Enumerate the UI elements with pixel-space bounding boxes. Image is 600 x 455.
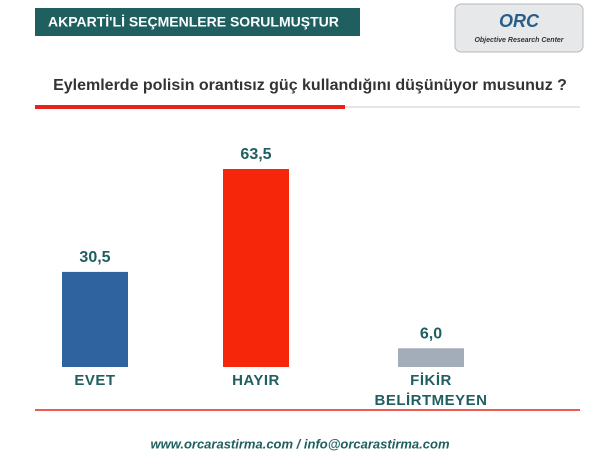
logo-text: Objective Research Center <box>474 37 564 44</box>
value-label: 30,5 <box>79 249 110 266</box>
header-title: AKPARTİ'Lİ SEÇMENLERE SORULMUŞTUR <box>48 14 339 30</box>
category-label: HAYIR <box>232 372 280 389</box>
category-label: EVET <box>74 372 116 389</box>
footer-text: www.orcarastirma.com / info@orcarastirma… <box>150 436 449 451</box>
category-label: FİKİR BELİRTMEYEN <box>374 372 488 409</box>
chart-title: Eylemlerde polisin orantısız güç kulland… <box>53 77 567 94</box>
title-underline <box>35 105 345 109</box>
logo-box <box>454 3 584 53</box>
value-label: 63,5 <box>240 146 271 163</box>
logo-mark: ORC <box>499 11 540 31</box>
bar <box>223 169 289 367</box>
header-box <box>35 8 360 36</box>
bar <box>398 348 464 367</box>
bar <box>62 271 128 367</box>
value-label: 6,0 <box>420 326 442 343</box>
